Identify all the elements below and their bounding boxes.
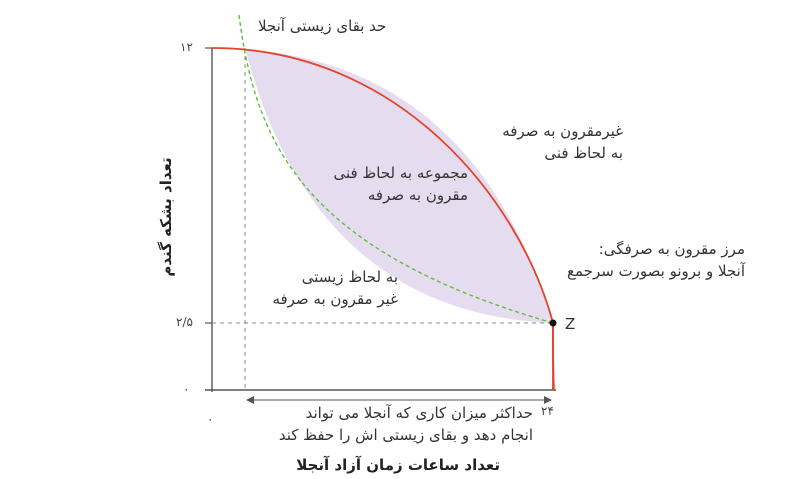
y-tick-label-12: ۱۲ [180,40,193,54]
bio-infeasible-line2: غیر مقرون به صرفه [272,290,398,308]
y-tick-label-25: ۲/۵ [176,315,193,329]
tech-feasible-label: مجموعه به لحاظ فنی مقرون به صرفه [318,162,468,206]
frontier-line2: آنجلا و برونو بصورت سرجمع [567,262,745,280]
x-tick-label-0: ۰ [207,412,214,426]
tech-infeasible-line1: غیرمقرون به صرفه [502,122,623,140]
tech-infeasible-label: غیرمقرون به صرفه به لحاظ فنی [488,120,623,164]
tech-infeasible-line2: به لحاظ فنی [544,144,623,162]
x-axis-title: تعداد ساعات زمان آزاد آنجلا [296,456,500,474]
tech-feasible-line2: مقرون به صرفه [367,186,468,204]
point-z-label: Z [565,315,576,333]
feasible-frontier [211,47,554,390]
bio-infeasible-label: به لحاظ زیستی غیر مقرون به صرفه [258,266,398,310]
max-work-arrow-right-head [544,396,552,404]
frontier-line1: مرز مقرون به صرفگی: [598,240,745,258]
max-work-line2: انجام دهد و بقای زیستی اش را حفظ کند [278,426,533,444]
y-tick-label-0: ۰ [183,382,190,396]
max-work-label: حداکثر میزان کاری که آنجلا می تواند انجا… [258,402,533,446]
feasible-region-body [212,48,553,323]
max-work-line1: حداکثر میزان کاری که آنجلا می تواند [305,404,533,422]
survival-limit-label: حد بقای زیستی آنجلا [258,17,387,35]
feasible-frontier-lower [552,322,555,391]
max-work-arrow-left-head [246,396,254,404]
point-z-marker [549,319,557,327]
bio-infeasible-line1: به لحاظ زیستی [301,268,398,286]
y-axis-title: تعداد بشکه گندم [157,157,175,277]
tech-feasible-line1: مجموعه به لحاظ فنی [333,164,468,182]
survival-curve [238,14,554,324]
frontier-label: مرز مقرون به صرفگی: آنجلا و برونو بصورت … [540,238,745,282]
x-tick-label-24: ۲۴ [541,404,554,418]
